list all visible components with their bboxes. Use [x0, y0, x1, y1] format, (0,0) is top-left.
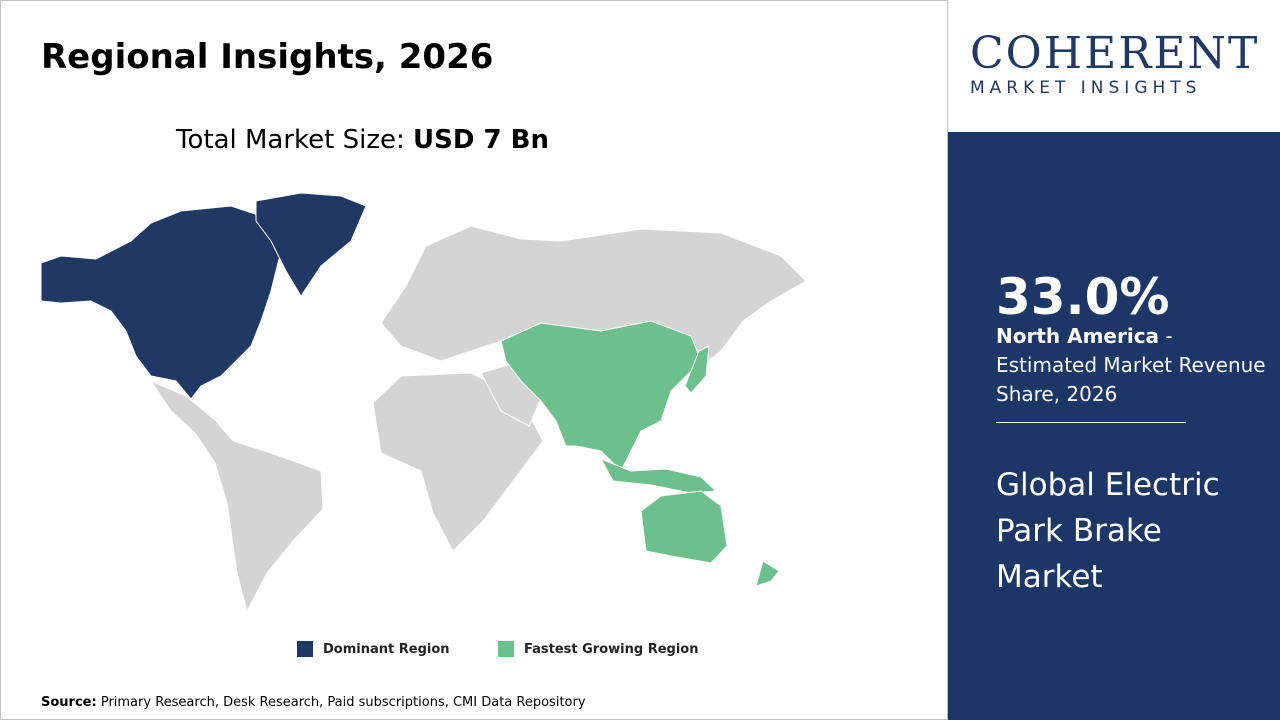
legend-label: Fastest Growing Region	[524, 641, 699, 657]
market-size-value: USD 7 Bn	[413, 125, 549, 155]
share-value: 33.0%	[996, 268, 1170, 326]
legend-swatch	[498, 641, 514, 657]
legend-item: Fastest Growing Region	[498, 641, 698, 657]
content-panel: Regional Insights, 2026 Total Market Siz…	[0, 0, 948, 720]
source-label: Source:	[41, 695, 97, 710]
title: Regional Insights, 2026	[41, 37, 494, 77]
africa	[372, 372, 544, 552]
market-size-label: Total Market Size:	[176, 125, 405, 155]
legend-swatch	[297, 641, 313, 657]
market-name: Global Electric Park Brake Market	[996, 467, 1220, 595]
world-map	[40, 192, 807, 613]
sidebar: 33.0% North America - Estimated Market R…	[948, 132, 1280, 720]
indonesia	[599, 458, 718, 494]
new-zealand	[755, 560, 780, 587]
market-size: Total Market Size: USD 7 Bn	[176, 125, 549, 155]
south-america	[149, 379, 324, 613]
logo: COHERENT MARKET INSIGHTS	[948, 0, 1280, 132]
description-text: - Estimated Market Revenue Share, 2026	[996, 324, 1266, 406]
eurasia	[380, 225, 807, 367]
source: Source: Primary Research, Desk Research,…	[41, 695, 586, 710]
share-description: North America - Estimated Market Revenue…	[996, 322, 1266, 409]
logo-name: COHERENT	[970, 28, 1260, 79]
japan	[684, 345, 710, 394]
legend-item: Dominant Region	[297, 641, 450, 657]
australia	[640, 490, 728, 564]
source-text: Primary Research, Desk Research, Paid su…	[100, 695, 586, 710]
north-america	[40, 205, 282, 400]
asia-pacific	[500, 320, 702, 472]
region-name: North America	[996, 324, 1160, 348]
logo-tagline: MARKET INSIGHTS	[970, 78, 1202, 98]
greenland	[255, 192, 367, 297]
divider	[996, 422, 1186, 423]
legend-label: Dominant Region	[323, 641, 450, 657]
